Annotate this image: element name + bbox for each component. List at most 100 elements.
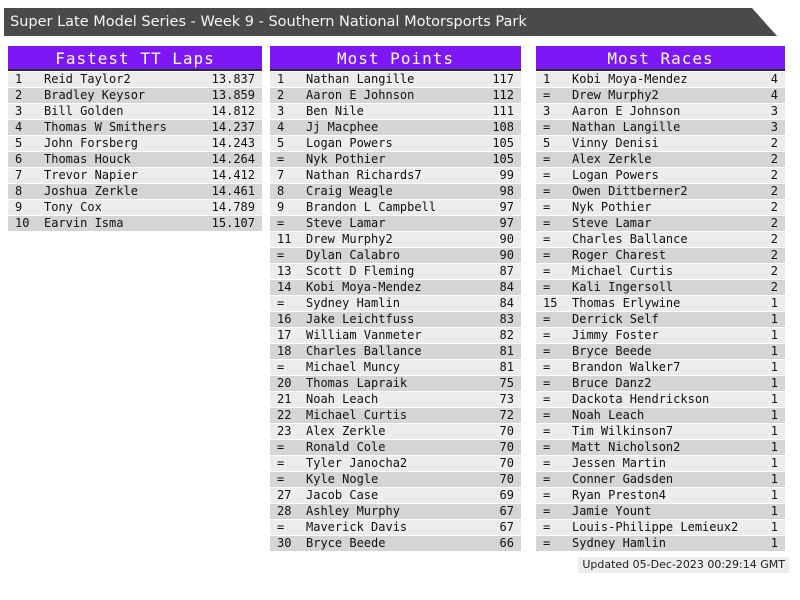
- name-cell: Drew Murphy2: [572, 88, 659, 102]
- name-cell: Bruce Danz2: [572, 376, 652, 390]
- value-cell: 105: [492, 152, 514, 166]
- name-cell: Joshua Zerkle: [44, 184, 138, 198]
- value-cell: 14.461: [211, 184, 255, 198]
- rank-cell: =: [277, 472, 285, 486]
- table-row: 23 Alex Zerkle 70: [270, 424, 521, 439]
- rank-cell: 17: [277, 328, 292, 342]
- rank-cell: =: [277, 216, 285, 230]
- table-row: = Conner Gadsden 1: [536, 472, 785, 487]
- table-row: 7 Trevor Napier 14.412: [8, 168, 262, 183]
- table-row: 5 Logan Powers 105: [270, 136, 521, 151]
- rank-cell: 8: [15, 184, 23, 198]
- value-cell: 2: [770, 136, 778, 150]
- rank-cell: 22: [277, 408, 292, 422]
- table-row: = Ronald Cole 70: [270, 440, 521, 455]
- rank-cell: =: [543, 408, 551, 422]
- rank-cell: 4: [277, 120, 285, 134]
- rank-cell: =: [277, 440, 285, 454]
- table-row: = Steve Lamar 2: [536, 216, 785, 231]
- value-cell: 4: [770, 72, 778, 86]
- rank-cell: 7: [15, 168, 23, 182]
- table-title: Most Races: [536, 46, 785, 71]
- table-row: = Bryce Beede 1: [536, 344, 785, 359]
- rank-cell: 20: [277, 376, 292, 390]
- value-cell: 2: [770, 232, 778, 246]
- value-cell: 90: [499, 248, 514, 262]
- table-row: 1 Kobi Moya-Mendez 4: [536, 72, 785, 87]
- table-row: = Kyle Nogle 70: [270, 472, 521, 487]
- table-row: 30 Bryce Beede 66: [270, 536, 521, 551]
- value-cell: 90: [499, 232, 514, 246]
- value-cell: 70: [499, 424, 514, 438]
- rank-cell: =: [543, 312, 551, 326]
- name-cell: Kobi Moya-Mendez: [572, 72, 688, 86]
- value-cell: 1: [770, 488, 778, 502]
- table-row: 8 Craig Weagle 98: [270, 184, 521, 199]
- name-cell: Thomas W Smithers: [44, 120, 167, 134]
- table-row: 27 Jacob Case 69: [270, 488, 521, 503]
- value-cell: 2: [770, 280, 778, 294]
- table-row: 2 Aaron E Johnson 112: [270, 88, 521, 103]
- name-cell: Tony Cox: [44, 200, 102, 214]
- name-cell: Aaron E Johnson: [306, 88, 415, 102]
- rank-cell: 10: [15, 216, 30, 230]
- table-row: 3 Bill Golden 14.812: [8, 104, 262, 119]
- table-row: 17 William Vanmeter 82: [270, 328, 521, 343]
- name-cell: Trevor Napier: [44, 168, 138, 182]
- table-row: = Louis-Philippe Lemieux2 1: [536, 520, 785, 535]
- value-cell: 70: [499, 472, 514, 486]
- name-cell: Dackota Hendrickson: [572, 392, 710, 406]
- name-cell: Noah Leach: [306, 392, 379, 406]
- rank-cell: 28: [277, 504, 292, 518]
- page-title-banner: Super Late Model Series - Week 9 - South…: [4, 8, 777, 36]
- table-row: = Roger Charest 2: [536, 248, 785, 263]
- rank-cell: =: [543, 216, 551, 230]
- rank-cell: =: [543, 440, 551, 454]
- most-points-table: Most Points 1 Nathan Langille 117 2 Aaron E …: [270, 46, 521, 552]
- name-cell: Ronald Cole: [306, 440, 386, 454]
- value-cell: 14.812: [211, 104, 255, 118]
- name-cell: Drew Murphy2: [306, 232, 393, 246]
- rank-cell: 3: [277, 104, 285, 118]
- name-cell: Bradley Keysor: [44, 88, 146, 102]
- rank-cell: 23: [277, 424, 292, 438]
- name-cell: Reid Taylor2: [44, 72, 131, 86]
- table-row: = Jessen Martin 1: [536, 456, 785, 471]
- table-row: 22 Michael Curtis 72: [270, 408, 521, 423]
- rank-cell: =: [543, 232, 551, 246]
- name-cell: Ashley Murphy: [306, 504, 400, 518]
- value-cell: 2: [770, 264, 778, 278]
- name-cell: Kyle Nogle: [306, 472, 379, 486]
- rank-cell: =: [277, 152, 285, 166]
- value-cell: 14.264: [211, 152, 255, 166]
- value-cell: 14.412: [211, 168, 255, 182]
- rank-cell: 9: [277, 200, 285, 214]
- table-row: = Steve Lamar 97: [270, 216, 521, 231]
- name-cell: Nyk Pothier: [572, 200, 652, 214]
- rank-cell: 4: [15, 120, 23, 134]
- name-cell: Steve Lamar: [572, 216, 652, 230]
- value-cell: 1: [770, 296, 778, 310]
- name-cell: Thomas Lapraik: [306, 376, 408, 390]
- table-row: 1 Nathan Langille 117: [270, 72, 521, 87]
- value-cell: 14.237: [211, 120, 255, 134]
- table-row: 4 Jj Macphee 108: [270, 120, 521, 135]
- rank-cell: 1: [277, 72, 285, 86]
- rank-cell: =: [543, 328, 551, 342]
- table-row: = Sydney Hamlin 84: [270, 296, 521, 311]
- name-cell: Bryce Beede: [572, 344, 652, 358]
- value-cell: 14.789: [211, 200, 255, 214]
- value-cell: 67: [499, 520, 514, 534]
- table-row: 5 John Forsberg 14.243: [8, 136, 262, 151]
- table-row: = Charles Ballance 2: [536, 232, 785, 247]
- rank-cell: 1: [15, 72, 23, 86]
- rank-cell: =: [277, 296, 285, 310]
- value-cell: 82: [499, 328, 514, 342]
- rank-cell: 1: [543, 72, 551, 86]
- value-cell: 117: [492, 72, 514, 86]
- rank-cell: =: [543, 200, 551, 214]
- table-row: = Matt Nicholson2 1: [536, 440, 785, 455]
- rank-cell: =: [543, 360, 551, 374]
- name-cell: Alex Zerkle: [306, 424, 386, 438]
- value-cell: 1: [770, 456, 778, 470]
